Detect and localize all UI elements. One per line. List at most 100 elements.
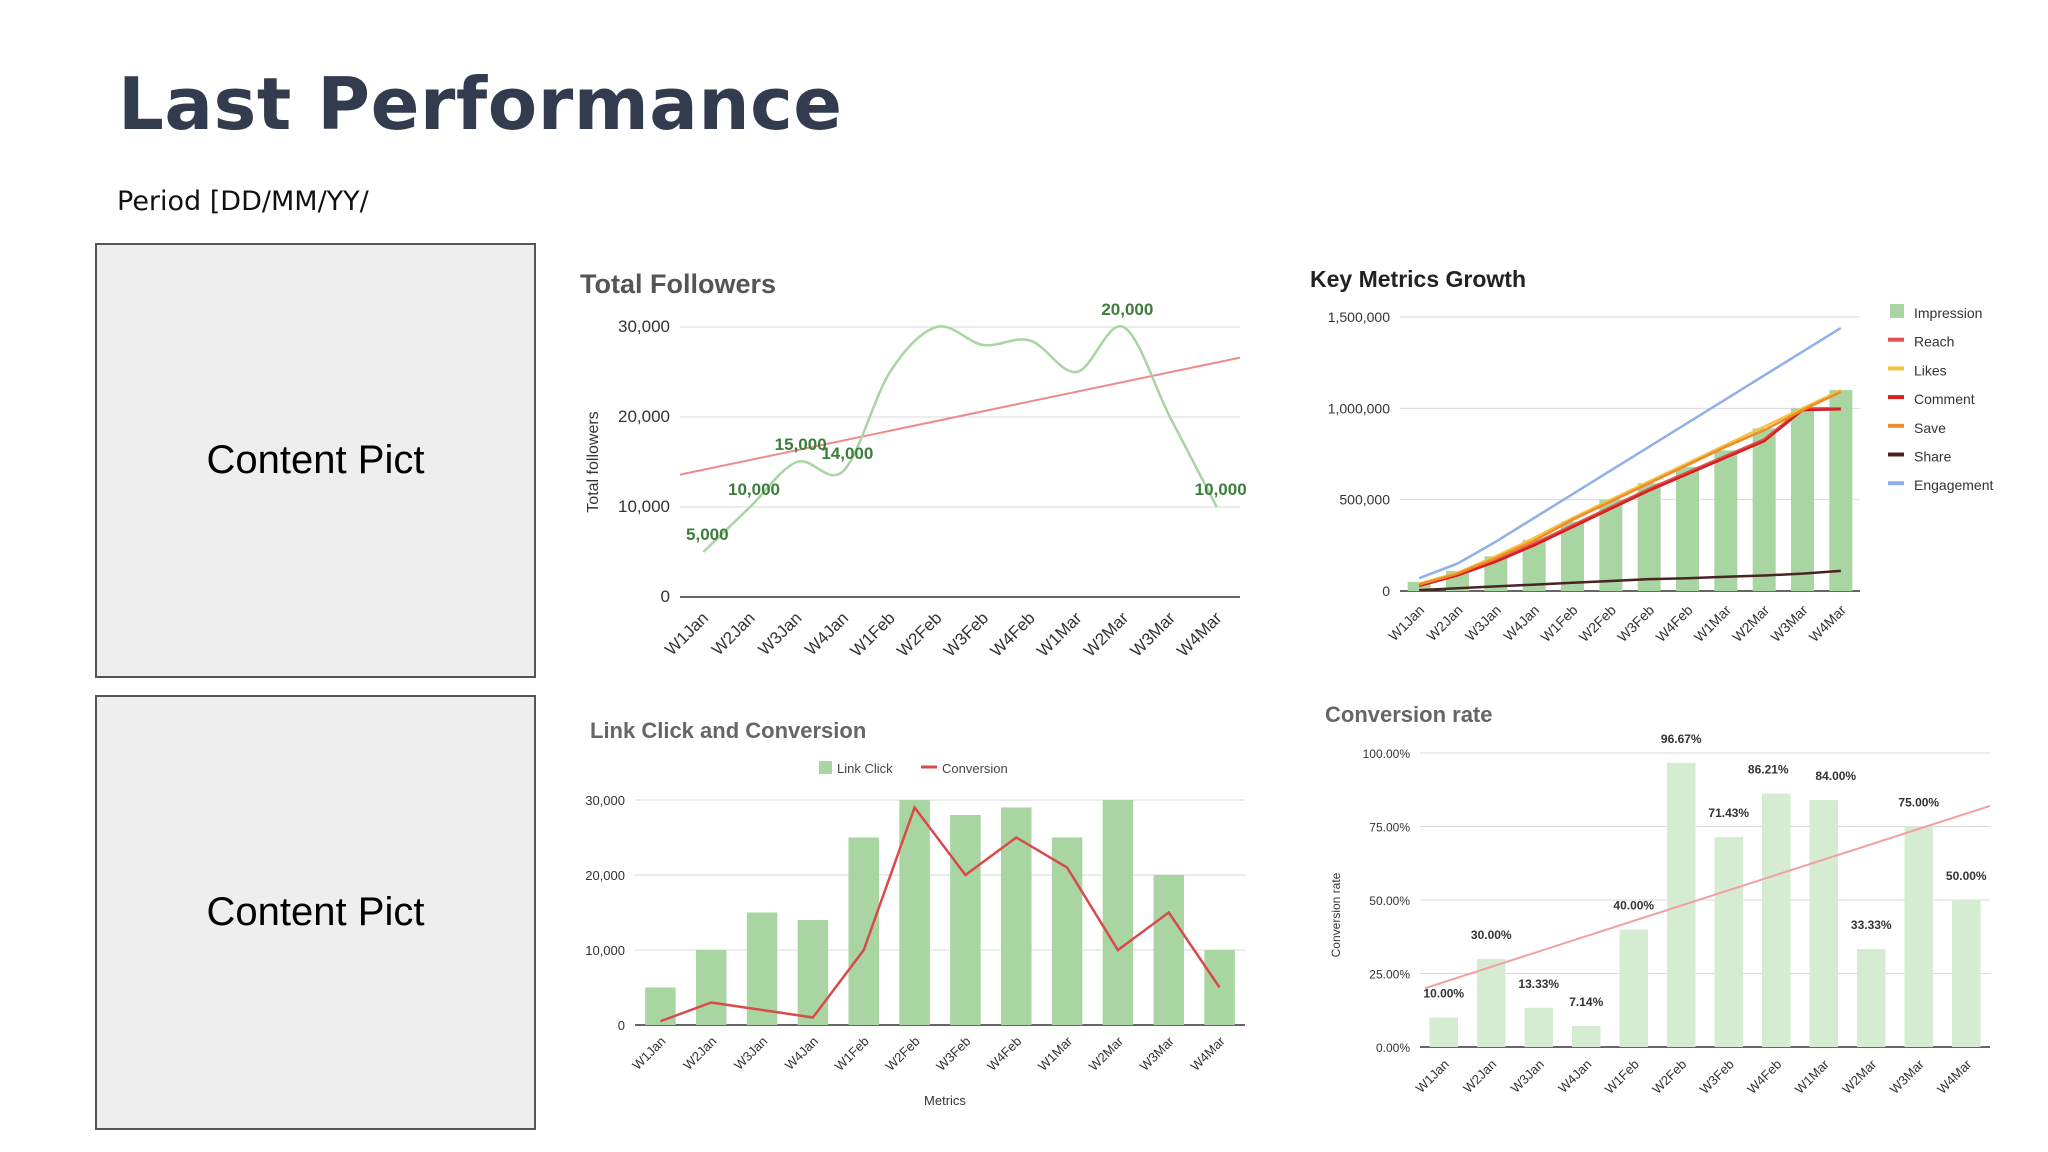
series-line (702, 325, 1218, 553)
bar-conversion-rate (1714, 836, 1743, 1047)
link-click-conversion-chart: Link Click and Conversion Link Click Conve… (585, 718, 1245, 1108)
y-tick-label: 30,000 (585, 793, 625, 808)
legend-label: Engagement (1914, 477, 1994, 493)
x-tick-label: W3Jan (1462, 602, 1504, 644)
x-tick-label: W4Feb (987, 608, 1039, 660)
y-tick-label: 20,000 (585, 868, 625, 883)
series-line-engagement (1418, 326, 1842, 580)
bar-conversion-rate (1429, 1017, 1458, 1047)
legend-label: Reach (1914, 334, 1954, 350)
bar-impression (1676, 466, 1699, 591)
x-tick-label: W3Jan (731, 1034, 770, 1073)
x-tick-label: W3Feb (933, 1034, 973, 1074)
x-tick-label: W1Feb (847, 608, 899, 660)
y-tick-label: 100.00% (1363, 747, 1411, 761)
legend-label: Link Click (837, 761, 893, 776)
x-tick-label: W4Jan (782, 1034, 821, 1073)
series-line-save (1418, 390, 1842, 586)
series-line-share (1419, 569, 1841, 592)
y-tick-label: 10,000 (585, 943, 625, 958)
data-label: 40.00% (1613, 898, 1654, 912)
bar-impression (1714, 450, 1738, 591)
bar-link-click (645, 987, 676, 1025)
bar-conversion-rate (1904, 826, 1933, 1047)
x-tick-label: W1Mar (1792, 1056, 1833, 1097)
bar-impression (1599, 499, 1623, 591)
bar-link-click (696, 950, 727, 1025)
x-tick-label: W2Jan (1460, 1057, 1499, 1096)
x-tick-label: W3Jan (1508, 1057, 1547, 1096)
bar-conversion-rate (1857, 949, 1886, 1047)
y-tick-label: 0.00% (1376, 1041, 1410, 1055)
chart-title: Key Metrics Growth (1310, 266, 1526, 292)
y-tick-label: 1,000,000 (1328, 400, 1390, 416)
y-tick-label: 50.00% (1369, 894, 1410, 908)
data-label: 15,000 (775, 435, 827, 454)
chart-title: Link Click and Conversion (590, 718, 866, 743)
data-label: 30.00% (1471, 928, 1512, 942)
x-tick-label: W4Feb (1652, 602, 1695, 645)
bar-link-click (1001, 807, 1032, 1025)
x-tick-label: W2Mar (1086, 1033, 1127, 1074)
x-tick-label: W1Feb (1602, 1057, 1642, 1097)
x-tick-label: W1Mar (1691, 602, 1734, 645)
y-tick-label: 10,000 (618, 497, 670, 516)
x-tick-label: W2Jan (680, 1034, 719, 1073)
legend-label: Share (1914, 449, 1952, 465)
data-label: 86.21% (1748, 763, 1789, 777)
x-tick-label: W1Jan (629, 1034, 668, 1073)
data-label: 13.33% (1518, 977, 1559, 991)
page-title: Last Performance (118, 62, 843, 146)
bar-impression (1522, 539, 1546, 591)
x-tick-label: W3Feb (1697, 1057, 1737, 1097)
data-label: 33.33% (1851, 918, 1892, 932)
data-label: 7.14% (1569, 995, 1603, 1009)
data-label: 10.00% (1423, 987, 1464, 1001)
content-picture-label: Content Pict (206, 890, 425, 934)
x-tick-label: W1Jan (1385, 602, 1427, 644)
bar-impression (1829, 390, 1853, 591)
legend-label: Comment (1914, 391, 1975, 407)
x-tick-label: W2Feb (882, 1034, 922, 1074)
content-picture-placeholder-bottom: Content Pict (95, 695, 536, 1130)
data-label: 10,000 (728, 480, 780, 499)
series-line-likes (1418, 388, 1842, 585)
x-tick-label: W3Mar (1127, 608, 1179, 660)
x-tick-label: W2Mar (1839, 1056, 1880, 1097)
x-tick-label: W3Feb (1614, 602, 1657, 645)
y-tick-label: 25.00% (1369, 968, 1410, 982)
bar-link-click (1051, 837, 1083, 1025)
bar-link-click (797, 920, 829, 1025)
series-line-comment (1418, 407, 1841, 588)
bar-conversion-rate (1524, 1007, 1553, 1047)
x-tick-label: W1Feb (832, 1034, 872, 1074)
series-line-reach (1418, 407, 1841, 587)
x-tick-label: W4Mar (1187, 1033, 1228, 1074)
y-tick-label: 20,000 (618, 407, 670, 426)
bar-impression (1407, 581, 1431, 591)
data-label: 5,000 (686, 525, 729, 544)
key-metrics-growth-chart: Key Metrics Growth 0 500,000 1,000,000 1,500… (1310, 266, 1994, 645)
conversion-rate-chart: Conversion rate Conversion rate 0.00% 25.00… (1325, 702, 1991, 1097)
bar-link-click (1102, 800, 1134, 1025)
bar-link-click (950, 815, 981, 1025)
data-label: 84.00% (1815, 769, 1856, 783)
bar-conversion-rate (1809, 800, 1838, 1047)
bar-impression (1752, 428, 1776, 591)
period-label: Period [DD/MM/YY/ (117, 186, 369, 217)
legend-label: Impression (1914, 305, 1982, 321)
x-tick-label: W1Jan (1413, 1057, 1452, 1096)
x-tick-label: W1Mar (1035, 1033, 1076, 1074)
legend-label: Save (1914, 420, 1946, 436)
y-tick-label: 1,500,000 (1328, 309, 1390, 325)
x-tick-label: W4Mar (1806, 602, 1849, 645)
y-tick-label: 0 (661, 587, 670, 606)
x-tick-label: W4Jan (1555, 1057, 1594, 1096)
legend-label: Conversion (942, 761, 1008, 776)
legend-swatch (819, 761, 832, 774)
x-tick-label: W1Jan (661, 608, 712, 659)
legend-swatch (1890, 304, 1904, 318)
bar-link-click (1153, 875, 1184, 1025)
total-followers-chart: Total Followers Total followers 0 10,000 20,… (580, 269, 1247, 661)
x-tick-label: W4Feb (984, 1034, 1024, 1074)
